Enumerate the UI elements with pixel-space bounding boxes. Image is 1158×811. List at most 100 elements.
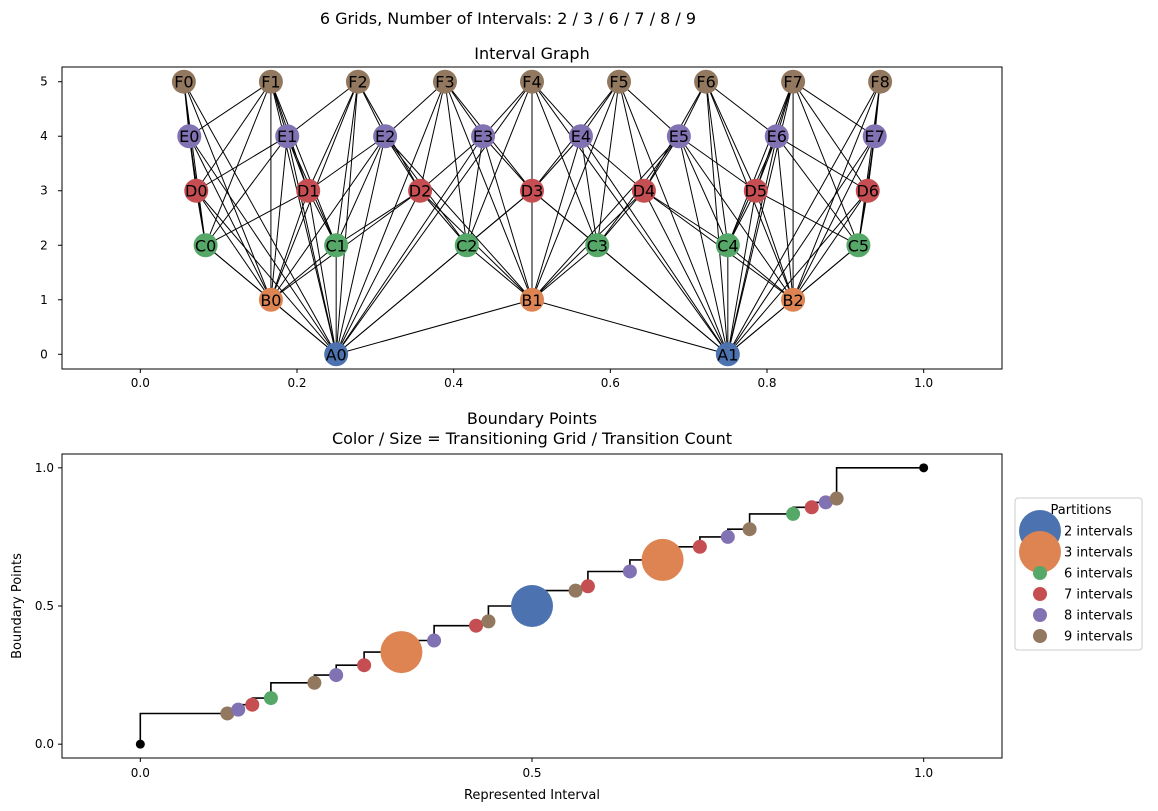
edge-A0-B1 [336, 299, 533, 355]
node-label-F7: F7 [783, 73, 802, 92]
legend-label: 7 intervals [1064, 588, 1133, 603]
node-label-F6: F6 [696, 73, 715, 92]
node-label-E6: E6 [767, 127, 787, 146]
edge-B0-C0 [205, 244, 272, 301]
edge-D1-E2 [307, 135, 386, 192]
edge-E5-F5 [618, 81, 680, 137]
edge-A1-E7 [727, 135, 876, 355]
edge-B2-E6 [776, 136, 794, 300]
edge-D6-E6 [776, 135, 868, 192]
edge-A1-D5 [727, 190, 757, 355]
graph-y-tick-label: 0 [40, 347, 48, 361]
boundary-x-tick-label: 0.0 [131, 766, 150, 780]
boundary-x-tick-label: 1.0 [914, 766, 933, 780]
edge-E2-F3 [384, 81, 446, 137]
node-E6 [764, 124, 789, 149]
boundary-point-8 [427, 633, 442, 648]
edge-B0-D1 [270, 190, 309, 300]
node-label-D1: D1 [297, 182, 320, 201]
node-label-E1: E1 [277, 127, 297, 146]
edge-C2-F4 [466, 81, 533, 246]
node-B2 [781, 287, 806, 312]
boundary-point-6 [357, 658, 372, 673]
edge-B1-E2 [384, 135, 533, 301]
node-label-F0: F0 [174, 73, 193, 92]
edge-D1-F2 [307, 81, 359, 191]
edge-E0-F1 [189, 81, 272, 137]
boundary-point-1 [231, 702, 246, 717]
edge-C0-E1 [205, 135, 288, 246]
node-label-C3: C3 [587, 236, 608, 255]
edge-C0-F0 [183, 81, 207, 246]
node-label-F1: F1 [261, 73, 280, 92]
node-label-D3: D3 [521, 182, 544, 201]
edge-A0-E3 [335, 135, 484, 355]
node-D6 [855, 178, 880, 203]
boundary-points-panel: Boundary Points Color / Size = Transition… [10, 409, 1143, 803]
node-label-C0: C0 [195, 236, 216, 255]
node-C3 [585, 233, 610, 258]
graph-y-tick-label: 5 [40, 75, 48, 89]
node-C4 [715, 233, 740, 258]
edge-C5-F7 [792, 81, 859, 246]
edge-B1-E4 [531, 136, 582, 300]
edge-C4-E5 [678, 136, 729, 246]
boundary-point-18 [742, 522, 757, 537]
edge-C4-F7 [727, 81, 794, 246]
edge-B0-C1 [270, 244, 337, 301]
edge-B0-E2 [270, 135, 386, 301]
node-D4 [631, 178, 656, 203]
legend-label: 3 intervals [1064, 546, 1133, 561]
edge-A0-E0 [188, 135, 337, 355]
node-F4 [520, 69, 544, 94]
edge-C3-F4 [531, 81, 598, 246]
boundary-point-15 [641, 538, 684, 581]
graph-x-tick-label: 0.8 [757, 376, 776, 390]
edge-A1-E4 [580, 135, 729, 355]
node-D3 [520, 178, 544, 203]
edge-A0-F2 [335, 81, 359, 355]
edge-A1-D4 [643, 190, 729, 355]
boundary-point-13 [580, 579, 595, 594]
node-D0 [184, 178, 209, 203]
node-E1 [275, 124, 300, 149]
node-label-C5: C5 [848, 236, 869, 255]
edge-C4-D4 [643, 190, 729, 246]
edge-C5-D5 [755, 190, 859, 246]
boundary-point-17 [720, 529, 735, 544]
node-label-D0: D0 [185, 182, 208, 201]
boundary-point-11 [511, 585, 553, 627]
node-label-B2: B2 [783, 291, 804, 310]
edge-A1-B1 [531, 299, 728, 355]
node-label-B1: B1 [521, 291, 542, 310]
node-label-E2: E2 [375, 127, 395, 146]
boundary-point-4 [307, 675, 322, 690]
node-label-E7: E7 [865, 127, 885, 146]
edge-A0-F3 [335, 81, 446, 355]
graph-axes: 0.0 0.2 0.4 0.6 0.8 1.0 0 1 2 3 4 5 [40, 66, 1003, 390]
node-E0 [177, 124, 202, 149]
edge-B2-C4 [727, 244, 794, 301]
endpoint-marker-1 [919, 463, 929, 473]
node-label-C1: C1 [325, 236, 346, 255]
boundary-point-5 [329, 668, 344, 683]
node-E3 [471, 124, 496, 149]
edge-B2-E7 [792, 136, 876, 300]
edge-B0-D0 [195, 190, 272, 301]
boundary-y-axis-label: Boundary Points [10, 553, 25, 659]
edge-D2-F3 [419, 81, 446, 191]
edge-A1-F4 [531, 81, 729, 355]
graph-y-tick-label: 4 [40, 129, 48, 143]
graph-x-tick-label: 0.4 [444, 376, 463, 390]
boundary-point-markers [135, 463, 929, 749]
edge-A1-E6 [727, 136, 778, 355]
node-label-F3: F3 [435, 73, 454, 92]
node-label-F5: F5 [609, 73, 628, 92]
node-label-E3: E3 [473, 127, 493, 146]
node-B0 [258, 287, 283, 312]
edge-D4-E4 [580, 135, 645, 192]
edge-C0-F1 [205, 81, 272, 246]
graph-x-tick-label: 1.0 [914, 376, 933, 390]
edge-C1-D2 [335, 190, 421, 246]
